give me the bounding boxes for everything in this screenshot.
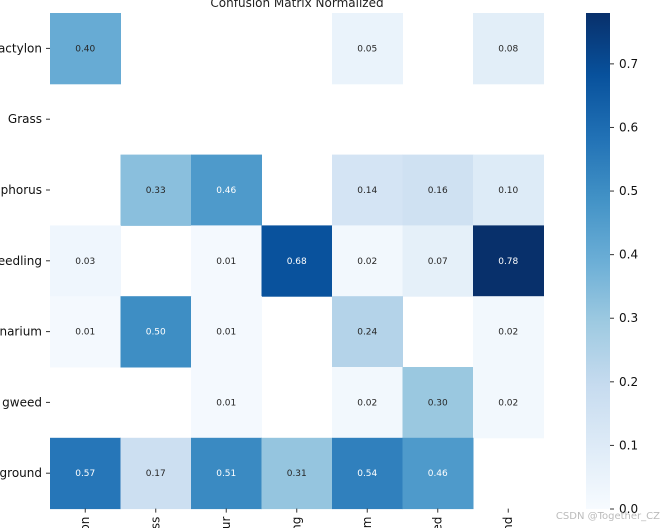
cell-value-label: 0.02: [357, 398, 377, 408]
cell-value-label: 0.33: [146, 186, 166, 196]
heatmap-cell: [120, 154, 192, 226]
heatmap-cell: [50, 13, 121, 85]
y-tick-label: gweed: [2, 395, 42, 409]
y-tick-label: eedling: [0, 254, 42, 268]
colorbar-tick-label: 0.0: [619, 502, 638, 516]
cell-value-label: 0.05: [357, 44, 377, 54]
cell-value-label: 0.02: [498, 328, 518, 338]
heatmap-cell: [50, 296, 121, 368]
x-tick-label: ur: [219, 517, 233, 528]
cell-value-label: 0.02: [498, 398, 518, 408]
cell-value-label: 0.40: [75, 44, 95, 54]
x-tick-label: ss: [149, 517, 163, 528]
heatmap-cell: [191, 367, 262, 439]
heatmap-cell: [402, 367, 474, 439]
cell-value-label: 0.54: [357, 469, 377, 479]
heatmap-cell: [332, 154, 403, 226]
cell-value-label: 0.46: [216, 186, 236, 196]
x-tick-label: nd: [501, 517, 515, 528]
heatmap-cell: [402, 154, 474, 226]
cell-value-label: 0.01: [75, 328, 95, 338]
cell-value-label: 0.31: [287, 469, 307, 479]
cell-value-label: 0.24: [357, 328, 377, 338]
y-tick-label: actylon: [0, 41, 42, 55]
cell-value-label: 0.46: [428, 469, 448, 479]
heatmap-cell: [402, 437, 474, 510]
colorbar-tick-label: 0.2: [619, 375, 638, 389]
heatmap-cell: [473, 296, 544, 368]
heatmap-cell: [332, 296, 403, 368]
cell-value-label: 0.01: [216, 257, 236, 267]
cell-value-label: 0.01: [216, 398, 236, 408]
cell-value-label: 0.68: [287, 257, 307, 267]
chart-title: Confusion Matrix Normalized: [210, 0, 383, 10]
cell-value-label: 0.78: [498, 257, 518, 267]
colorbar-tick-label: 0.1: [619, 438, 638, 452]
cell-value-label: 0.51: [216, 469, 236, 479]
heatmap-cell: [473, 367, 544, 439]
cell-value-label: 0.57: [75, 469, 95, 479]
heatmap-cell: [261, 437, 333, 510]
x-tick-label: on: [78, 517, 92, 528]
cell-value-label: 0.50: [146, 328, 166, 338]
cell-value-label: 0.02: [357, 257, 377, 267]
heatmap-cell: [473, 13, 544, 85]
cell-value-label: 0.07: [428, 257, 448, 267]
y-tick-label: narium: [0, 325, 42, 339]
colorbar-tick-label: 0.3: [619, 311, 638, 325]
heatmap-cell: [261, 225, 333, 297]
cell-value-label: 0.10: [498, 186, 518, 196]
cell-value-label: 0.14: [357, 186, 377, 196]
heatmap-cell: [191, 225, 262, 297]
x-tick-label: ed: [431, 517, 445, 528]
cell-value-label: 0.03: [75, 257, 95, 267]
heatmap-cell: [191, 154, 262, 226]
heatmap-cell: [191, 296, 262, 368]
cell-value-label: 0.17: [146, 469, 166, 479]
colorbar-tick-label: 0.7: [619, 57, 638, 71]
cell-value-label: 0.08: [498, 44, 518, 54]
y-tick-label: phorus: [1, 183, 42, 197]
colorbar: [586, 13, 610, 509]
heatmap-cell: [332, 13, 403, 85]
heatmap-cell: [332, 367, 403, 439]
heatmap-cell: [50, 437, 121, 510]
heatmap-cell: [332, 437, 403, 510]
x-tick-label: m: [360, 517, 374, 528]
heatmap-cell: [473, 154, 544, 226]
cell-value-label: 0.30: [428, 398, 448, 408]
heatmap-cell: [120, 437, 192, 510]
cell-value-label: 0.01: [216, 328, 236, 338]
heatmap-cell: [473, 225, 544, 297]
cell-value-label: 0.16: [428, 186, 448, 196]
colorbar-tick-label: 0.6: [619, 120, 638, 134]
colorbar-tick-label: 0.5: [619, 184, 638, 198]
heatmap-cell: [332, 225, 403, 297]
y-tick-label: ground: [0, 466, 42, 480]
heatmap-cell: [50, 225, 121, 297]
x-tick-label: ng: [290, 517, 304, 528]
colorbar-tick-label: 0.4: [619, 248, 638, 262]
heatmap-cell: [191, 437, 262, 510]
watermark: CSDN @Together_CZ: [555, 511, 660, 522]
heatmap-cell: [120, 296, 192, 368]
y-tick-label: Grass: [8, 112, 42, 126]
heatmap-cell: [402, 225, 474, 297]
